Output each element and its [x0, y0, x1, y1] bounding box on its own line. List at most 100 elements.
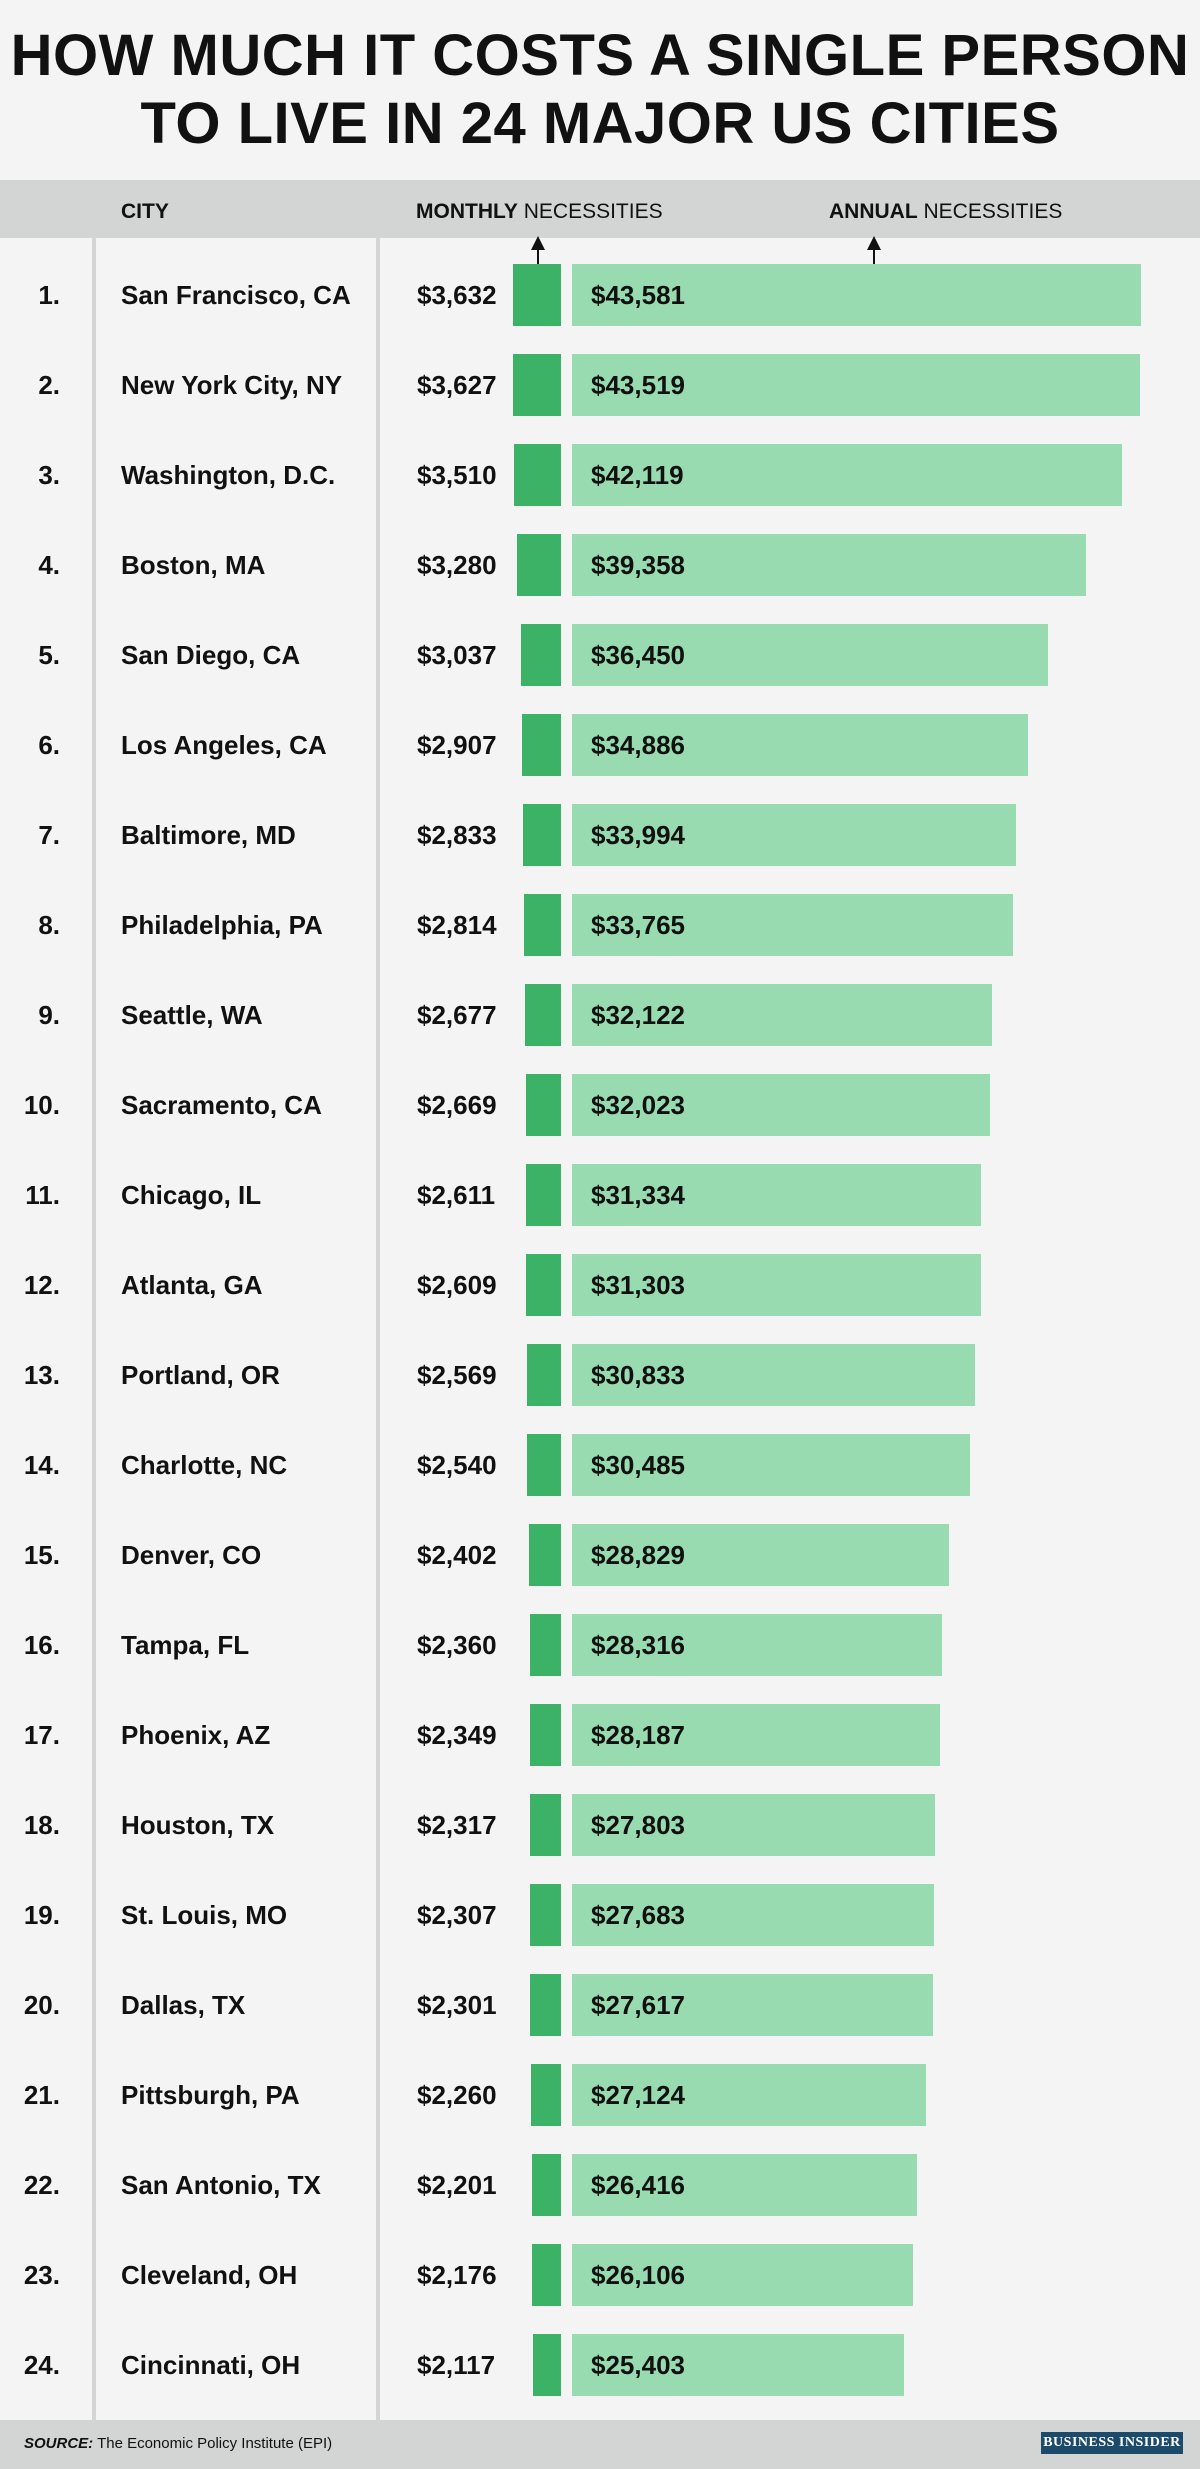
annual-bar [572, 1884, 934, 1946]
monthly-bar [512, 354, 561, 416]
city-label: San Antonio, TX [121, 2170, 321, 2200]
annual-value-label: $28,187 [591, 1720, 685, 1750]
annual-bar [572, 714, 1028, 776]
annual-value-label: $28,316 [591, 1630, 685, 1660]
annual-bar [572, 624, 1049, 686]
city-label: San Diego, CA [121, 640, 301, 670]
annual-value-label: $39,358 [591, 550, 685, 580]
chart-title: HOW MUCH IT COSTS A SINGLE PERSON TO LIV… [0, 22, 1200, 158]
rank-label: 17. [23, 1720, 60, 1750]
monthly-bar [532, 2334, 561, 2396]
annual-column-header: ANNUAL NECESSITIES [829, 200, 1063, 223]
rank-label: 22. [23, 2170, 60, 2200]
column-header-bar [0, 180, 1200, 238]
annual-value-label: $30,485 [591, 1450, 685, 1480]
monthly-value-label: $3,627 [417, 370, 497, 400]
city-label: Denver, CO [121, 1540, 262, 1570]
annual-bar [572, 1074, 991, 1136]
rank-label: 13. [23, 1360, 60, 1390]
monthly-bar [514, 444, 561, 506]
annual-bar [572, 1434, 971, 1496]
rank-label: 7. [38, 820, 60, 850]
monthly-value-label: $2,176 [417, 2260, 497, 2290]
monthly-column-header: MONTHLY NECESSITIES [416, 200, 663, 223]
monthly-value-label: $2,677 [417, 1000, 497, 1030]
rank-label: 5. [38, 640, 60, 670]
annual-value-label: $25,403 [591, 2350, 685, 2380]
monthly-bar [532, 2244, 561, 2306]
rank-label: 6. [38, 730, 60, 760]
monthly-value-label: $2,569 [417, 1360, 497, 1390]
annual-bar [572, 264, 1142, 326]
city-label: Portland, OR [121, 1360, 280, 1390]
annual-value-label: $43,519 [591, 370, 685, 400]
monthly-arrowhead-icon [531, 236, 545, 250]
monthly-value-label: $2,117 [417, 2350, 496, 2380]
monthly-bar [530, 1794, 561, 1856]
monthly-bar [530, 1974, 561, 2036]
monthly-bar [531, 2154, 561, 2216]
monthly-bar [525, 1074, 561, 1136]
annual-value-label: $27,124 [591, 2080, 685, 2110]
business-insider-logo: BUSINESS INSIDER [1041, 2432, 1183, 2454]
monthly-value-label: $2,301 [417, 1990, 497, 2020]
rank-label: 1. [38, 280, 60, 310]
monthly-value-label: $2,609 [417, 1270, 497, 1300]
annual-value-label: $34,886 [591, 730, 685, 760]
annual-bar [572, 1614, 942, 1676]
city-label: Philadelphia, PA [121, 910, 323, 940]
annual-bar [572, 1704, 941, 1766]
annual-bar [572, 984, 992, 1046]
footer-bar [0, 2420, 1200, 2469]
city-label: St. Louis, MO [121, 1900, 288, 1930]
monthly-value-label: $3,632 [417, 280, 497, 310]
monthly-value-label: $2,833 [417, 820, 497, 850]
city-label: Atlanta, GA [121, 1270, 263, 1300]
city-label: Tampa, FL [121, 1630, 250, 1660]
annual-value-label: $31,334 [591, 1180, 685, 1210]
rank-label: 11. [25, 1180, 60, 1210]
rank-label: 8. [38, 910, 60, 940]
annual-bar [572, 1344, 975, 1406]
city-label: Phoenix, AZ [121, 1720, 271, 1750]
city-label: Houston, TX [121, 1810, 275, 1840]
annual-bar [572, 1164, 982, 1226]
city-label: Sacramento, CA [121, 1090, 322, 1120]
monthly-bar [529, 1704, 561, 1766]
monthly-value-label: $2,402 [417, 1540, 497, 1570]
annual-bar [572, 2154, 917, 2216]
monthly-bar [525, 984, 561, 1046]
monthly-bar [529, 1524, 561, 1586]
city-label: Chicago, IL [121, 1180, 262, 1210]
annual-value-label: $26,416 [591, 2170, 685, 2200]
source-note: SOURCE: The Economic Policy Institute (E… [24, 2435, 333, 2452]
annual-value-label: $27,683 [591, 1900, 685, 1930]
annual-bar [572, 2334, 904, 2396]
annual-value-label: $32,122 [591, 1000, 685, 1030]
monthly-bar [531, 2064, 561, 2126]
annual-value-label: $33,994 [591, 820, 685, 850]
annual-value-label: $31,303 [591, 1270, 685, 1300]
annual-value-label: $27,617 [591, 1990, 685, 2020]
chart-title-line-2: TO LIVE IN 24 MAJOR US CITIES [140, 91, 1060, 156]
monthly-bar [517, 534, 561, 596]
monthly-bar [529, 1614, 561, 1676]
monthly-value-label: $3,037 [417, 640, 497, 670]
rank-label: 24. [23, 2350, 60, 2380]
city-label: New York City, NY [121, 370, 343, 400]
monthly-bar [527, 1434, 561, 1496]
rank-label: 23. [23, 2260, 60, 2290]
annual-arrowhead-icon [867, 236, 881, 250]
monthly-value-label: $2,669 [417, 1090, 497, 1120]
monthly-value-label: $2,349 [417, 1720, 497, 1750]
city-label: Pittsburgh, PA [121, 2080, 300, 2110]
annual-value-label: $27,803 [591, 1810, 685, 1840]
rank-city-divider [92, 238, 96, 2420]
monthly-value-label: $2,307 [417, 1900, 497, 1930]
annual-value-label: $43,581 [591, 280, 685, 310]
chart-title-line-1: HOW MUCH IT COSTS A SINGLE PERSON [10, 23, 1190, 88]
monthly-value-label: $2,260 [417, 2080, 497, 2110]
annual-value-label: $30,833 [591, 1360, 685, 1390]
annual-value-label: $33,765 [591, 910, 685, 940]
rank-label: 19. [23, 1900, 60, 1930]
